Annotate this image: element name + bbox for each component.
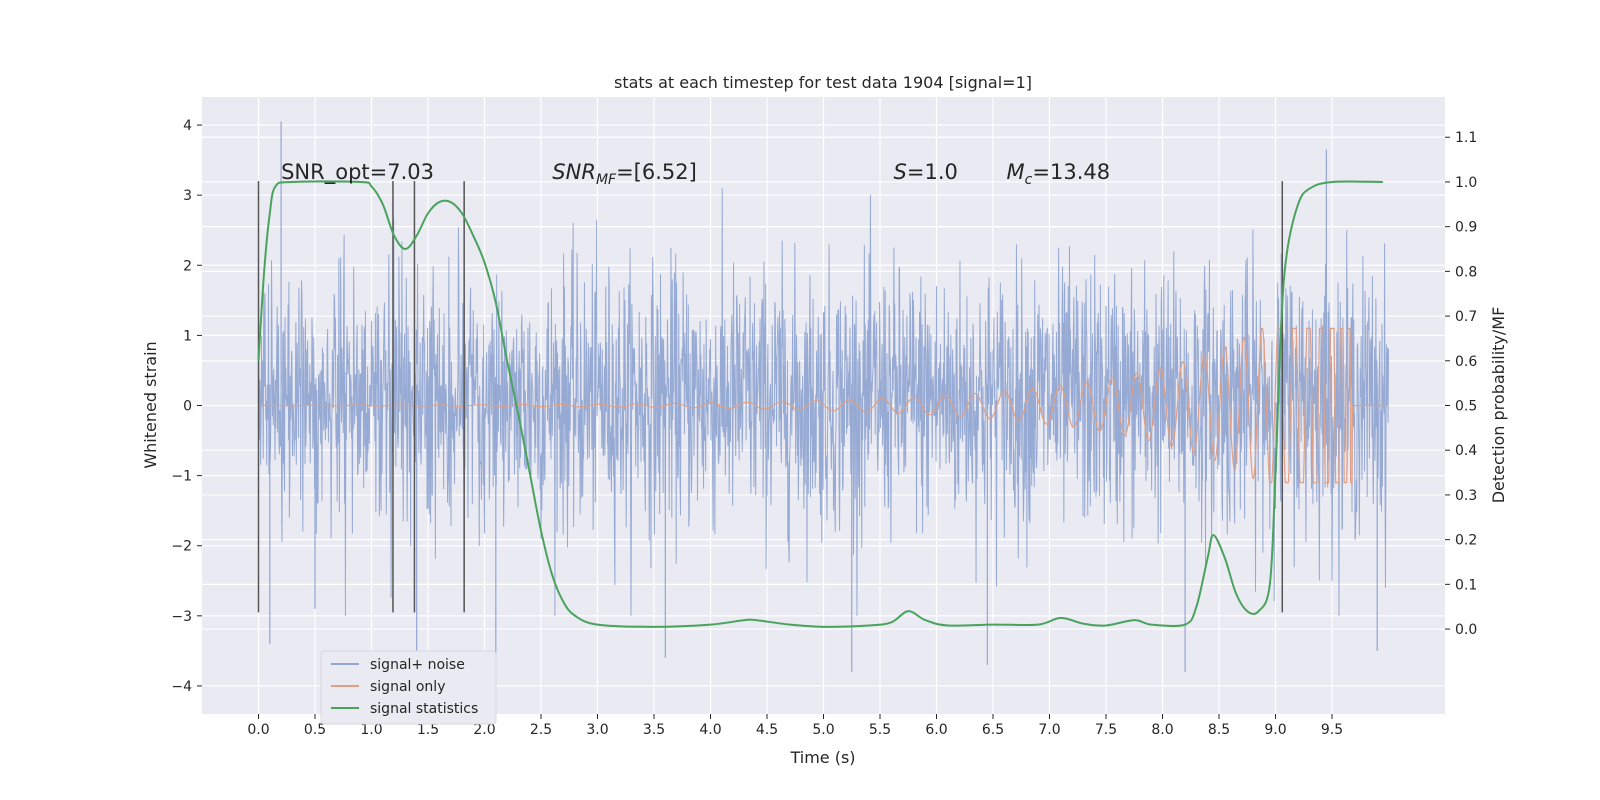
x-tick-label: 8.0 — [1151, 722, 1173, 738]
legend-box — [320, 650, 497, 725]
series-signal-statistics — [257, 180, 1383, 628]
vertical-markers — [257, 181, 1284, 613]
y-tick-label-right: 0.2 — [1455, 533, 1477, 549]
x-tick-label: 2.0 — [473, 722, 495, 738]
y-tick-label-right: 0.1 — [1455, 577, 1477, 593]
series-signal-noise — [258, 121, 1389, 679]
y-tick-label-left: −1 — [171, 469, 192, 485]
x-tick-label: 0.0 — [247, 722, 269, 738]
legend-label-signal-only: signal only — [370, 679, 445, 695]
x-tick-label: 6.5 — [982, 722, 1004, 738]
x-tick-label: 6.0 — [925, 722, 947, 738]
x-tick-label: 2.5 — [530, 722, 552, 738]
signal-chirp-trace — [258, 327, 1389, 484]
x-tick-label: 3.0 — [586, 722, 608, 738]
y-tick-label-right: 0.3 — [1455, 488, 1477, 504]
x-tick-label: 5.5 — [869, 722, 891, 738]
noise-trace — [258, 188, 1389, 616]
y-tick-label-right: 0.8 — [1455, 264, 1477, 280]
y-tick-label-left: −4 — [171, 679, 192, 695]
y-tick-label-right: 0.7 — [1455, 309, 1477, 325]
y-tick-label-right: 0.6 — [1455, 354, 1477, 370]
x-tick-label: 9.5 — [1321, 722, 1343, 738]
x-tick-label: 9.0 — [1264, 722, 1286, 738]
x-tick-label: 4.0 — [699, 722, 721, 738]
signal-statistics-trace — [257, 180, 1383, 628]
chart-title: stats at each timestep for test data 190… — [614, 73, 1032, 92]
legend-label-signal-statistics: signal statistics — [370, 701, 478, 717]
y-tick-label-left: −2 — [171, 539, 192, 555]
y-tick-label-left: 4 — [183, 118, 192, 134]
y-tick-label-right: 0.0 — [1455, 622, 1477, 638]
x-tick-label: 3.5 — [643, 722, 665, 738]
x-tick-label: 7.5 — [1095, 722, 1117, 738]
x-tick-label: 0.5 — [304, 722, 326, 738]
y-tick-label-right: 0.5 — [1455, 399, 1477, 415]
x-tick-label: 1.0 — [360, 722, 382, 738]
legend: signal+ noise signal only signal statist… — [320, 650, 497, 725]
y-axis-label-left: Whitened strain — [141, 341, 160, 468]
x-tick-label: 5.0 — [812, 722, 834, 738]
annotation-snr-mf: SNRMF=[6.52] — [552, 160, 697, 188]
annotations: SNR_opt=7.03 SNRMF=[6.52] S=1.0 Mc=13.48 — [281, 160, 1110, 188]
annotation-s-value: S=1.0 — [894, 160, 958, 184]
y-tick-label-left: −3 — [171, 609, 192, 625]
y-axis-label-right: Detection probability/MF — [1489, 307, 1508, 504]
annotation-snr-opt: SNR_opt=7.03 — [281, 160, 434, 185]
x-tick-label: 1.5 — [417, 722, 439, 738]
x-axis-label: Time (s) — [789, 748, 855, 767]
x-tick-label: 4.5 — [756, 722, 778, 738]
legend-label-signal-noise: signal+ noise — [370, 657, 465, 673]
y-tick-label-right: 0.9 — [1455, 220, 1477, 236]
x-tick-label: 7.0 — [1038, 722, 1060, 738]
y-tick-label-left: 1 — [183, 328, 192, 344]
y-tick-label-left: 3 — [183, 188, 192, 204]
y-tick-label-left: 2 — [183, 258, 192, 274]
y-tick-label-right: 1.0 — [1455, 175, 1477, 191]
series-signal-only — [258, 327, 1389, 484]
y-tick-label-right: 0.4 — [1455, 443, 1477, 459]
y-tick-label-left: 0 — [183, 399, 192, 415]
x-tick-label: 8.5 — [1208, 722, 1230, 738]
annotation-mc-value: Mc=13.48 — [1007, 160, 1111, 188]
y-tick-label-right: 1.1 — [1455, 130, 1477, 146]
ticks: 0.0 0.5 1.0 1.5 2.0 2.5 3.0 3.5 4.0 4.5 5.0 5.5 6.0 6… — [171, 118, 1477, 738]
